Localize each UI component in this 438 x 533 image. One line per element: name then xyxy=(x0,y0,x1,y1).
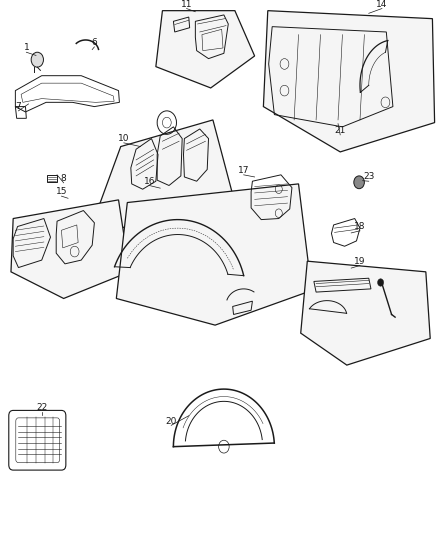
Text: 22: 22 xyxy=(36,403,47,412)
Circle shape xyxy=(353,176,364,189)
Polygon shape xyxy=(263,11,434,152)
Circle shape xyxy=(377,279,383,286)
Text: 11: 11 xyxy=(180,0,192,9)
Text: 20: 20 xyxy=(165,417,177,425)
Text: 7: 7 xyxy=(15,102,21,111)
Text: 14: 14 xyxy=(375,0,387,9)
Text: 15: 15 xyxy=(56,188,67,196)
Polygon shape xyxy=(94,120,232,243)
Text: 6: 6 xyxy=(91,38,97,47)
Text: 19: 19 xyxy=(353,257,365,265)
Text: 21: 21 xyxy=(334,126,345,135)
Text: 16: 16 xyxy=(143,177,155,185)
Text: 10: 10 xyxy=(118,134,129,143)
Text: 1: 1 xyxy=(23,44,29,52)
Polygon shape xyxy=(300,261,429,365)
Circle shape xyxy=(31,52,43,67)
Text: 18: 18 xyxy=(353,222,365,231)
Text: 8: 8 xyxy=(60,174,67,183)
Polygon shape xyxy=(11,200,129,298)
Text: 17: 17 xyxy=(237,166,249,175)
Polygon shape xyxy=(155,11,254,88)
Polygon shape xyxy=(116,184,311,325)
Text: 23: 23 xyxy=(362,173,374,181)
